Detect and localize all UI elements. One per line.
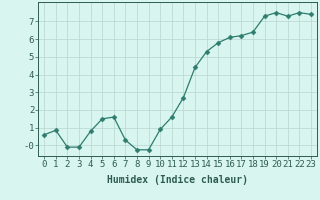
X-axis label: Humidex (Indice chaleur): Humidex (Indice chaleur) (107, 175, 248, 185)
